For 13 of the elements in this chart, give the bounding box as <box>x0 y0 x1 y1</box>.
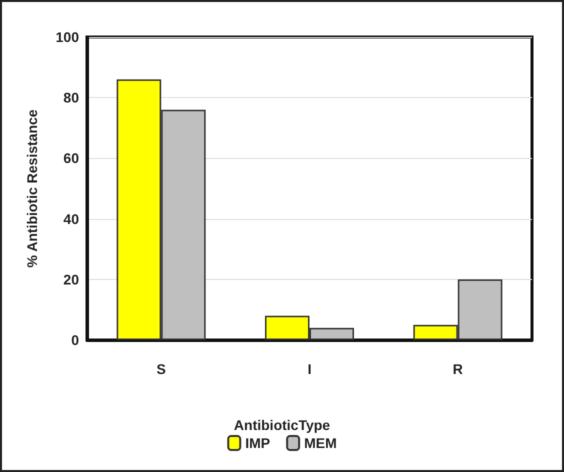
y-tick-label: 100 <box>56 29 80 45</box>
x-tick-label: S <box>156 361 166 377</box>
y-tick-label: 80 <box>63 90 80 106</box>
x-tick-label: R <box>452 361 463 377</box>
y-tick-label: 0 <box>71 332 80 348</box>
y-tick-label: 20 <box>63 271 80 288</box>
y-tick-label: 40 <box>63 210 80 227</box>
legend-title: AntibioticType <box>234 417 330 433</box>
legend-label: IMP <box>245 435 270 451</box>
legend-label: MEM <box>304 435 337 451</box>
y-axis-title: % Antibiotic Resistance <box>24 109 40 268</box>
x-tick-label: I <box>308 361 312 377</box>
y-tick-label: 60 <box>63 150 80 166</box>
